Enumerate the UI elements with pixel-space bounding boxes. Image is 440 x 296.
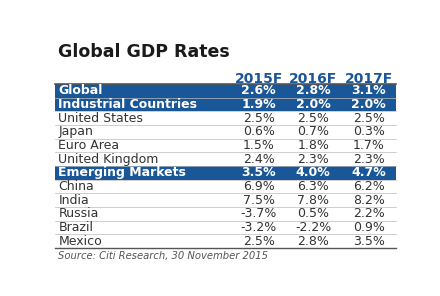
- Text: Source: Citi Research, 30 November 2015: Source: Citi Research, 30 November 2015: [59, 251, 268, 261]
- Text: 0.5%: 0.5%: [297, 207, 329, 220]
- Text: 0.7%: 0.7%: [297, 125, 329, 138]
- Text: 2017F: 2017F: [345, 72, 393, 86]
- Bar: [55, 139, 396, 152]
- Text: 3.5%: 3.5%: [353, 235, 385, 247]
- Bar: [55, 166, 396, 180]
- Text: 2.2%: 2.2%: [353, 207, 385, 220]
- Bar: [55, 111, 396, 125]
- Text: Global: Global: [59, 84, 103, 97]
- Text: 2.5%: 2.5%: [297, 112, 329, 125]
- Text: 3.1%: 3.1%: [352, 84, 386, 97]
- Text: Global GDP Rates: Global GDP Rates: [59, 44, 230, 62]
- Text: 2.5%: 2.5%: [243, 112, 275, 125]
- Text: 2016F: 2016F: [289, 72, 337, 86]
- Text: United States: United States: [59, 112, 143, 125]
- Text: -3.7%: -3.7%: [241, 207, 277, 220]
- Bar: [55, 234, 396, 248]
- Text: 0.9%: 0.9%: [353, 221, 385, 234]
- Text: 1.9%: 1.9%: [242, 98, 276, 111]
- Text: 8.2%: 8.2%: [353, 194, 385, 207]
- Text: 2.3%: 2.3%: [353, 152, 385, 165]
- Text: Brazil: Brazil: [59, 221, 93, 234]
- Text: -2.2%: -2.2%: [295, 221, 331, 234]
- Bar: [55, 180, 396, 193]
- Bar: [55, 152, 396, 166]
- Text: 0.3%: 0.3%: [353, 125, 385, 138]
- Bar: [55, 207, 396, 221]
- Text: China: China: [59, 180, 94, 193]
- Text: Industrial Countries: Industrial Countries: [59, 98, 198, 111]
- Text: Russia: Russia: [59, 207, 99, 220]
- Text: 7.5%: 7.5%: [243, 194, 275, 207]
- Text: 4.0%: 4.0%: [296, 166, 331, 179]
- Text: 6.9%: 6.9%: [243, 180, 275, 193]
- Bar: [55, 125, 396, 139]
- Text: 2015F: 2015F: [235, 72, 283, 86]
- Text: 1.7%: 1.7%: [353, 139, 385, 152]
- Text: 2.5%: 2.5%: [243, 235, 275, 247]
- Text: 7.8%: 7.8%: [297, 194, 329, 207]
- Text: Mexico: Mexico: [59, 235, 102, 247]
- Bar: [55, 84, 396, 97]
- Bar: [55, 221, 396, 234]
- Text: 1.8%: 1.8%: [297, 139, 329, 152]
- Text: 4.7%: 4.7%: [352, 166, 386, 179]
- Text: 2.3%: 2.3%: [297, 152, 329, 165]
- Text: 0.6%: 0.6%: [243, 125, 275, 138]
- Text: 1.5%: 1.5%: [243, 139, 275, 152]
- Bar: [55, 97, 396, 111]
- Text: 6.2%: 6.2%: [353, 180, 385, 193]
- Text: 2.0%: 2.0%: [296, 98, 331, 111]
- Text: 2.5%: 2.5%: [353, 112, 385, 125]
- Text: 2.6%: 2.6%: [242, 84, 276, 97]
- Text: 2.8%: 2.8%: [297, 235, 329, 247]
- Text: Emerging Markets: Emerging Markets: [59, 166, 186, 179]
- Text: 6.3%: 6.3%: [297, 180, 329, 193]
- Text: India: India: [59, 194, 89, 207]
- Text: Euro Area: Euro Area: [59, 139, 120, 152]
- Text: 3.5%: 3.5%: [242, 166, 276, 179]
- Text: -3.2%: -3.2%: [241, 221, 277, 234]
- Bar: [55, 193, 396, 207]
- Text: 2.8%: 2.8%: [296, 84, 330, 97]
- Text: 2.0%: 2.0%: [352, 98, 386, 111]
- Text: 2.4%: 2.4%: [243, 152, 275, 165]
- Text: United Kingdom: United Kingdom: [59, 152, 159, 165]
- Text: Japan: Japan: [59, 125, 93, 138]
